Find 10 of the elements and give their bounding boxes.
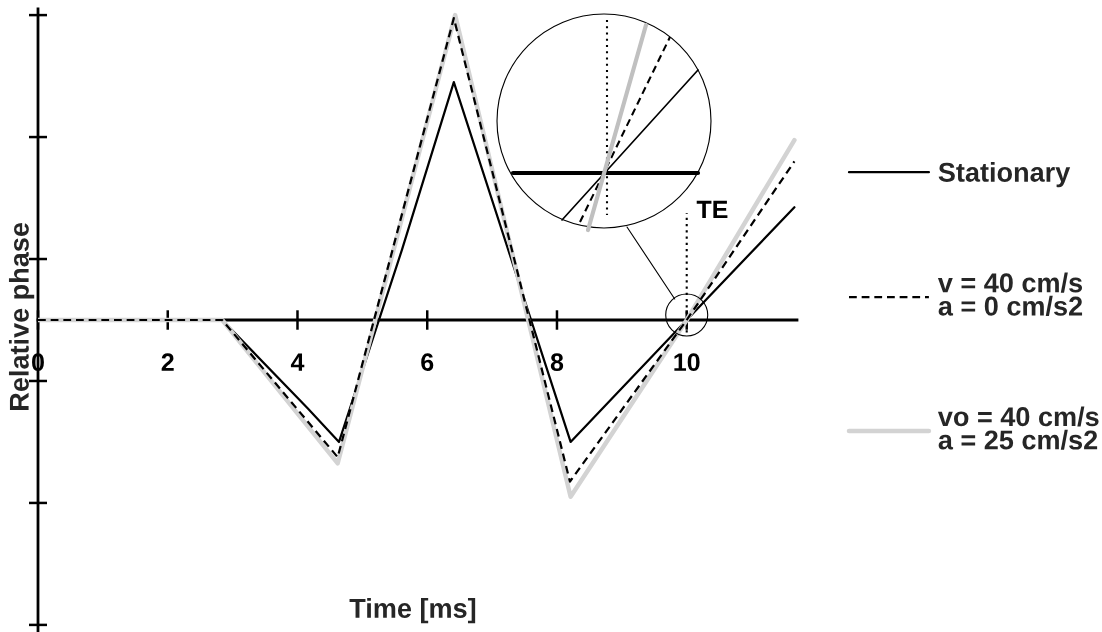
x-tick-label: 10 [674,353,700,371]
legend-label: v = 40 cm/s a = 0 cm/s2 [937,272,1083,317]
x-tick-label: 8 [550,353,564,371]
legend-label: Stationary [938,162,1071,188]
ref-line-label: TE [696,200,728,219]
x-tick-label: 6 [421,353,434,371]
x-axis-title: Time [ms] [349,598,476,624]
x-tick-label: 2 [161,353,174,371]
legend-label: vo = 40 cm/s a = 25 cm/s2 [937,406,1099,450]
x-tick-label: 4 [290,353,305,371]
